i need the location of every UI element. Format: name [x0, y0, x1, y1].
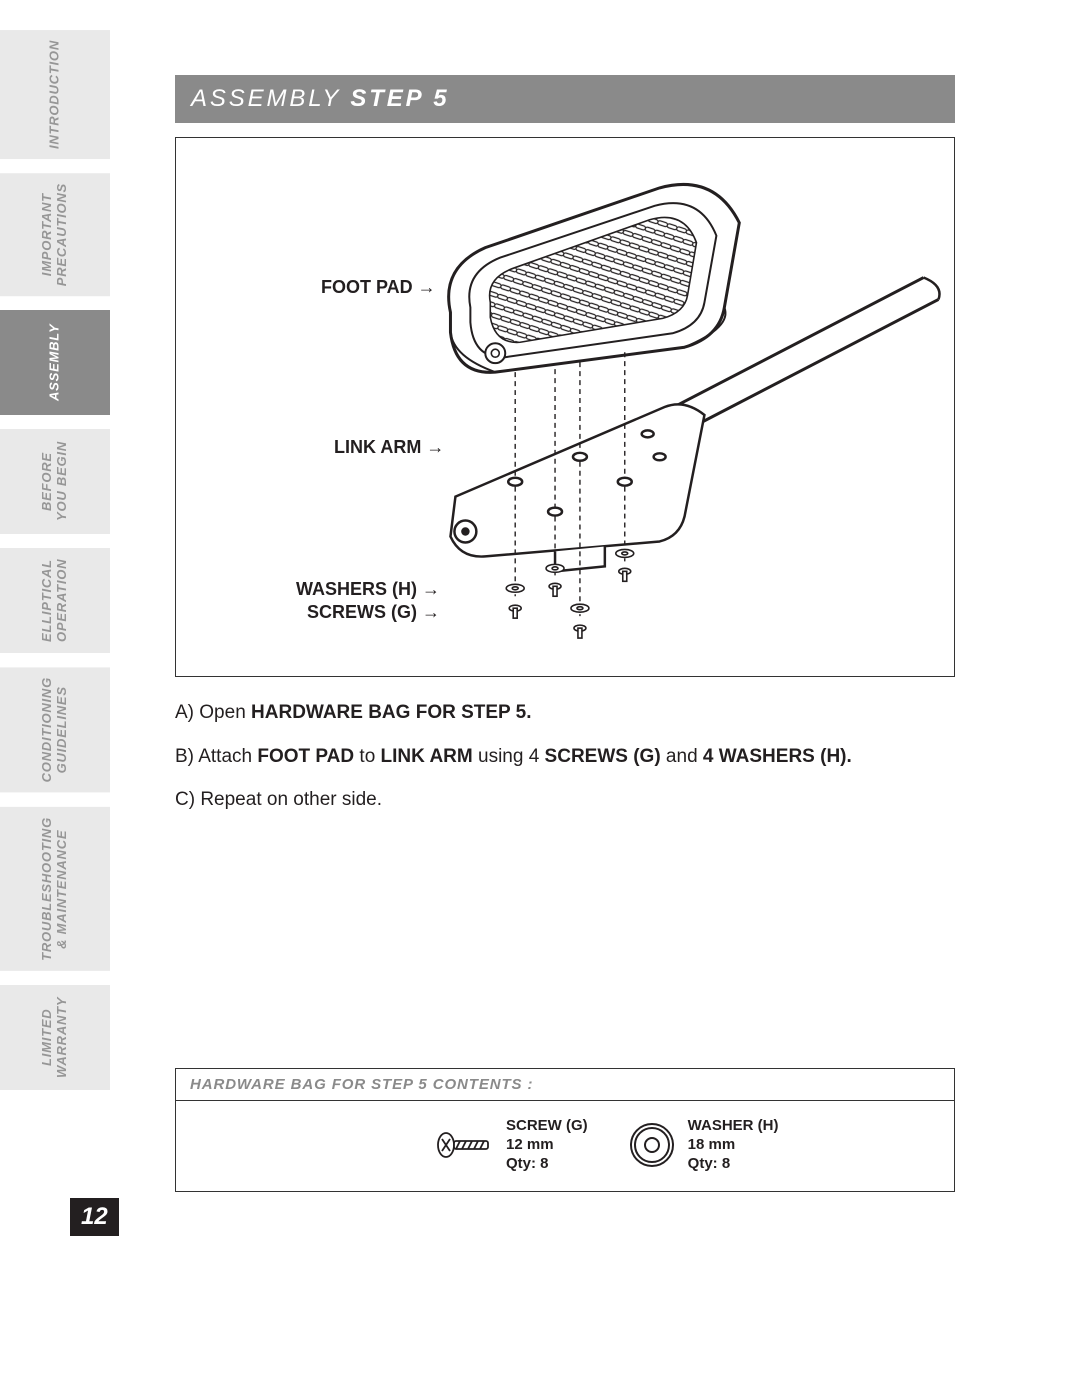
screw-text: SCREW (G) 12 mm Qty: 8 — [506, 1117, 588, 1173]
main-content: ASSEMBLY STEP 5 FOOT PAD → LINK ARM → WA… — [175, 75, 955, 830]
callout-washers-screws: WASHERS (H) → SCREWS (G) → — [296, 578, 440, 623]
washer-icon — [628, 1121, 676, 1169]
callout-footpad: FOOT PAD → — [321, 278, 436, 298]
hardware-screw: SCREW (G) 12 mm Qty: 8 — [436, 1117, 588, 1173]
tab-troubleshooting-maintenance[interactable]: TROUBLESHOOTING& MAINTENANCE — [0, 807, 110, 971]
assembly-diagram: FOOT PAD → LINK ARM → WASHERS (H) → SCRE… — [175, 137, 955, 677]
instruction-b: B) Attach FOOT PAD to LINK ARM using 4 S… — [175, 743, 955, 771]
tab-important-precautions[interactable]: IMPORTANTPRECAUTIONS — [0, 173, 110, 296]
tab-before-you-begin[interactable]: BEFOREYOU BEGIN — [0, 429, 110, 534]
title-step: STEP 5 — [350, 85, 449, 112]
instruction-list: A) Open HARDWARE BAG FOR STEP 5. B) Atta… — [175, 699, 955, 814]
instruction-c: C) Repeat on other side. — [175, 786, 955, 814]
callout-linkarm: LINK ARM → — [334, 438, 444, 458]
hardware-washer: WASHER (H) 18 mm Qty: 8 — [628, 1117, 779, 1173]
page-number: 12 — [70, 1198, 119, 1236]
washer-text: WASHER (H) 18 mm Qty: 8 — [688, 1117, 779, 1173]
tab-elliptical-operation[interactable]: ELLIPTICALOPERATION — [0, 548, 110, 653]
hardware-title: HARDWARE BAG FOR STEP 5 CONTENTS : — [176, 1069, 954, 1101]
tab-assembly[interactable]: ASSEMBLY — [0, 310, 110, 415]
instruction-a: A) Open HARDWARE BAG FOR STEP 5. — [175, 699, 955, 727]
tab-conditioning-guidelines[interactable]: CONDITIONINGGUIDELINES — [0, 667, 110, 792]
tab-limited-warranty[interactable]: LIMITEDWARRANTY — [0, 985, 110, 1090]
title-prefix: ASSEMBLY — [191, 85, 350, 112]
section-tabs: INTRODUCTION IMPORTANTPRECAUTIONS ASSEMB… — [0, 30, 110, 1090]
tab-introduction[interactable]: INTRODUCTION — [0, 30, 110, 159]
screw-icon — [436, 1128, 494, 1162]
hardware-contents-box: HARDWARE BAG FOR STEP 5 CONTENTS : SCREW — [175, 1068, 955, 1192]
hardware-body: SCREW (G) 12 mm Qty: 8 WASHER (H) 18 mm … — [176, 1101, 954, 1191]
page-title: ASSEMBLY STEP 5 — [175, 75, 955, 123]
